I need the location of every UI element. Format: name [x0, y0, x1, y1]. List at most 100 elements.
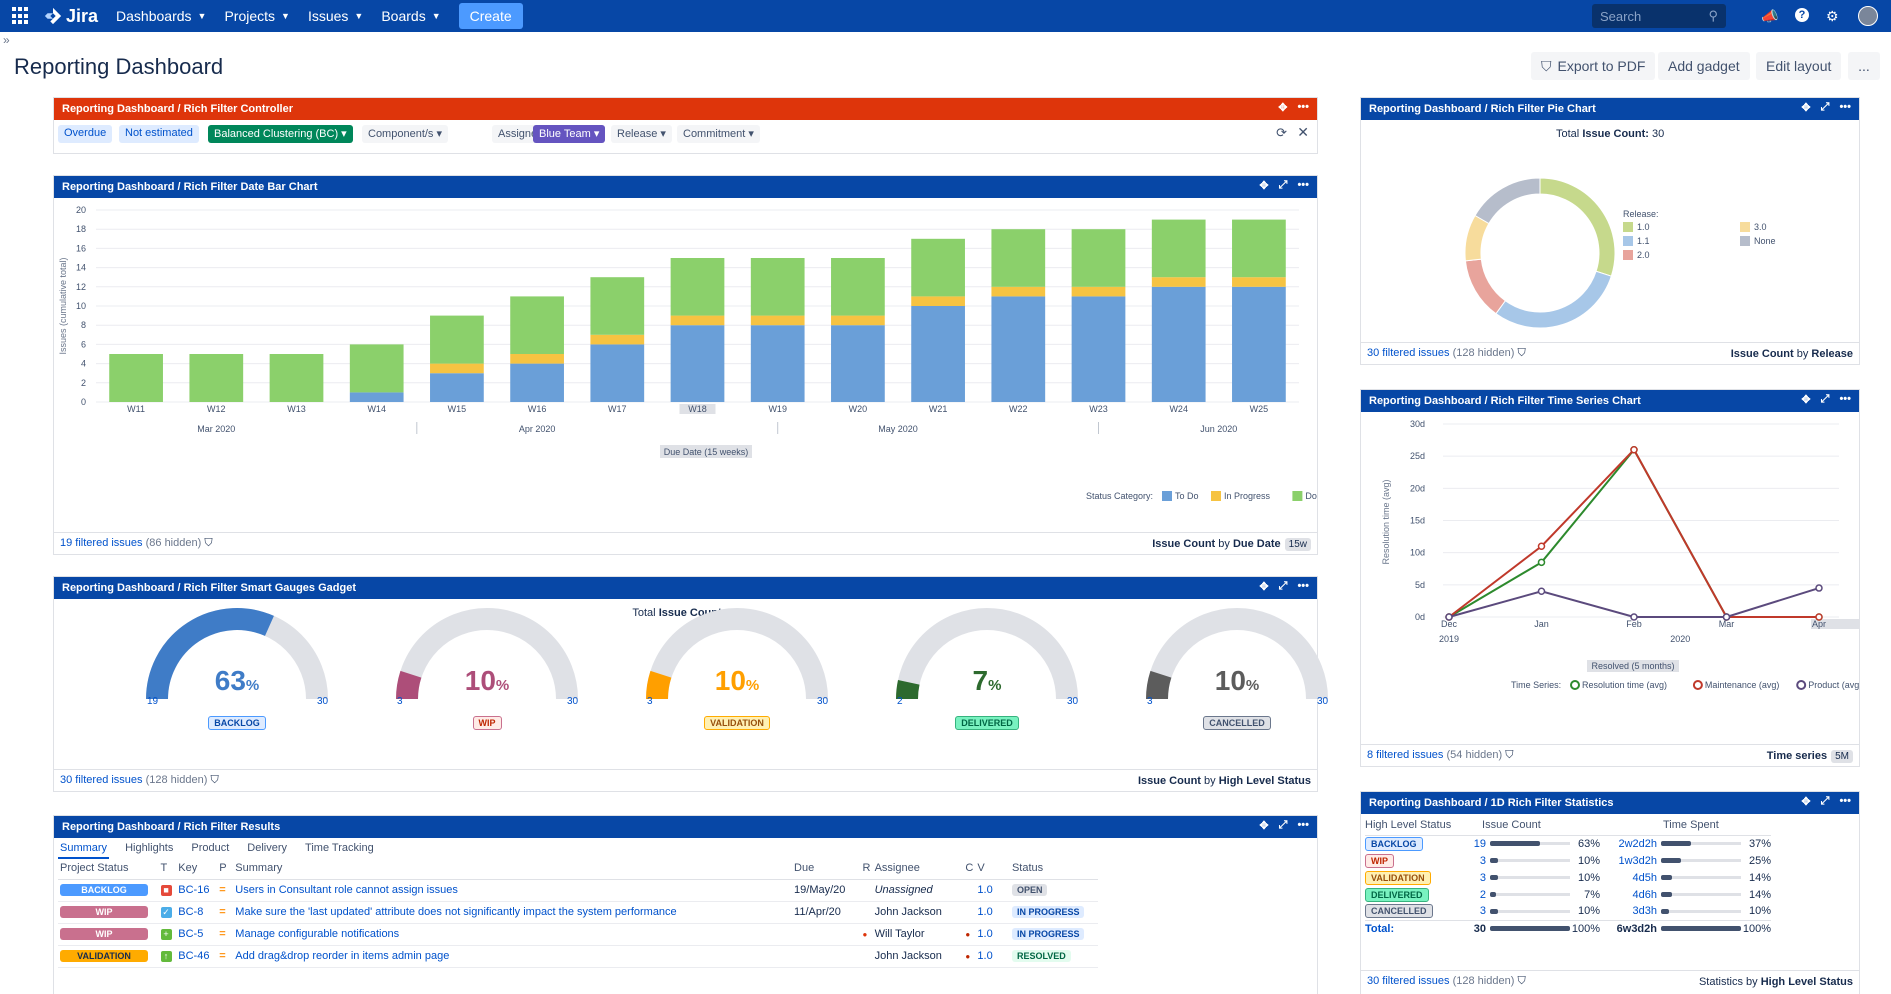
legend-entry[interactable]: Product (avg): [1808, 680, 1859, 690]
column-header[interactable]: P: [217, 858, 234, 880]
column-header[interactable]: Project Status: [58, 858, 159, 880]
count-value[interactable]: 3: [1479, 905, 1487, 918]
gauge[interactable]: 10% 3 30 VALIDATION: [637, 599, 837, 730]
more-icon[interactable]: •••: [1297, 819, 1309, 831]
nav-projects[interactable]: Projects ▼: [224, 8, 290, 24]
filtered-issues-link[interactable]: 30 filtered issues: [1367, 975, 1450, 987]
app-switcher-icon[interactable]: [12, 7, 30, 25]
count-value[interactable]: 2: [1479, 888, 1487, 901]
bar-segment[interactable]: [430, 315, 484, 364]
fix-version[interactable]: 1.0: [975, 879, 1010, 902]
column-header[interactable]: V: [975, 858, 1010, 880]
legend-entry[interactable]: 3.0: [1754, 222, 1767, 232]
time-value[interactable]: 4d6h: [1632, 888, 1657, 901]
filter-overdue[interactable]: Overdue: [58, 125, 113, 143]
more-icon[interactable]: •••: [1839, 101, 1851, 113]
bar-segment[interactable]: [991, 296, 1046, 402]
bar-segment[interactable]: [590, 277, 645, 335]
pdf-icon[interactable]: ⛉: [1517, 347, 1526, 359]
pdf-icon[interactable]: ⛉: [1517, 975, 1526, 987]
filter-not-estimated[interactable]: Not estimated: [119, 125, 199, 143]
issue-key[interactable]: BC-46: [176, 945, 218, 968]
move-icon[interactable]: ✥: [1259, 581, 1269, 593]
legend-entry[interactable]: In Progress: [1224, 491, 1271, 501]
more-icon[interactable]: •••: [1297, 179, 1309, 191]
bar-segment[interactable]: [590, 344, 645, 402]
bar-segment[interactable]: [1151, 219, 1206, 278]
bar-segment[interactable]: [269, 354, 324, 402]
pie-slice[interactable]: [1474, 177, 1541, 225]
more-icon[interactable]: •••: [1839, 393, 1851, 405]
pdf-icon[interactable]: ⛉: [210, 774, 219, 786]
more-icon[interactable]: •••: [1297, 101, 1309, 113]
tab-product[interactable]: Product: [191, 842, 230, 854]
expand-icon[interactable]: ⤢: [1820, 393, 1830, 405]
help-icon[interactable]: ?: [1795, 8, 1809, 22]
issue-key[interactable]: BC-8: [176, 901, 218, 924]
legend-entry[interactable]: 1.1: [1637, 236, 1650, 246]
table-row[interactable]: VALIDATION 3 10% 4d5h 14%: [1365, 869, 1771, 886]
count-value[interactable]: 3: [1479, 854, 1487, 867]
bar-segment[interactable]: [831, 325, 885, 402]
assignee[interactable]: Unassigned: [872, 879, 964, 902]
bar-segment[interactable]: [109, 354, 163, 402]
column-header[interactable]: Summary: [233, 858, 793, 880]
table-row[interactable]: WIP 3 10% 1w3d2h 25%: [1365, 852, 1771, 869]
tab-delivery[interactable]: Delivery: [247, 842, 288, 854]
bar-segment[interactable]: [991, 286, 1046, 297]
issue-summary[interactable]: Make sure the 'last updated' attribute d…: [233, 901, 793, 924]
count-value[interactable]: 3: [1479, 871, 1487, 884]
table-row[interactable]: CANCELLED 3 10% 3d3h 10%: [1365, 903, 1771, 920]
nav-dashboards[interactable]: Dashboards ▼: [116, 8, 206, 24]
table-row[interactable]: VALIDATION ↑ BC-46 = Add drag&drop reorder i…: [58, 945, 1098, 968]
tab-summary[interactable]: Summary: [58, 840, 110, 859]
column-header[interactable]: Assignee: [872, 858, 964, 880]
legend-entry[interactable]: To Do: [1175, 491, 1199, 501]
bar-segment[interactable]: [750, 258, 805, 316]
series-point[interactable]: [1815, 584, 1823, 592]
tab-highlights[interactable]: Highlights: [125, 842, 174, 854]
gear-icon[interactable]: ⚙: [1826, 8, 1839, 24]
bar-segment[interactable]: [670, 315, 725, 326]
filtered-issues-link[interactable]: 30 filtered issues: [1367, 347, 1450, 359]
assignee[interactable]: John Jackson: [872, 901, 964, 924]
nav-boards[interactable]: Boards ▼: [381, 8, 440, 24]
bar-segment[interactable]: [750, 325, 805, 402]
notifications-icon[interactable]: 📣: [1761, 8, 1779, 24]
legend-entry[interactable]: 1.0: [1637, 222, 1650, 232]
bar-segment[interactable]: [430, 373, 484, 402]
legend-entry[interactable]: None: [1754, 236, 1776, 246]
more-icon[interactable]: •••: [1839, 795, 1851, 807]
move-icon[interactable]: ✥: [1259, 820, 1269, 832]
bar-segment[interactable]: [1151, 286, 1206, 402]
move-icon[interactable]: ✥: [1259, 180, 1269, 192]
time-value[interactable]: 4d5h: [1632, 871, 1657, 884]
fix-version[interactable]: 1.0: [975, 923, 1010, 946]
bar-segment[interactable]: [750, 315, 805, 326]
bar-segment[interactable]: [670, 258, 725, 316]
filter-balanced-clustering[interactable]: Balanced Clustering (BC) ▾: [208, 125, 353, 143]
fix-version[interactable]: 1.0: [975, 945, 1010, 968]
edit-layout-button[interactable]: Edit layout: [1756, 52, 1842, 80]
move-icon[interactable]: ✥: [1801, 394, 1811, 406]
bar-segment[interactable]: [349, 344, 404, 393]
bar-segment[interactable]: [831, 315, 885, 326]
move-icon[interactable]: ✥: [1278, 102, 1288, 114]
refresh-icon[interactable]: ⟳: [1276, 125, 1287, 140]
issue-summary[interactable]: Manage configurable notifications: [233, 923, 793, 946]
filter-commitment[interactable]: Commitment ▾: [677, 125, 760, 143]
pie-slice[interactable]: [1464, 214, 1490, 262]
series-point[interactable]: [1630, 613, 1638, 621]
series-line[interactable]: [1448, 447, 1819, 618]
issue-key[interactable]: BC-16: [176, 879, 218, 902]
legend-entry[interactable]: Resolution time (avg): [1582, 680, 1667, 690]
column-header[interactable]: Issue Count: [1462, 816, 1601, 836]
series-line[interactable]: [1448, 587, 1820, 618]
move-icon[interactable]: ✥: [1801, 102, 1811, 114]
issue-summary[interactable]: Users in Consultant role cannot assign i…: [233, 879, 793, 902]
column-header[interactable]: Status: [1009, 858, 1098, 880]
series-point[interactable]: [1537, 587, 1546, 596]
time-value[interactable]: 3d3h: [1632, 905, 1657, 918]
bar-segment[interactable]: [590, 334, 645, 345]
expand-icon[interactable]: ⤢: [1278, 819, 1288, 831]
